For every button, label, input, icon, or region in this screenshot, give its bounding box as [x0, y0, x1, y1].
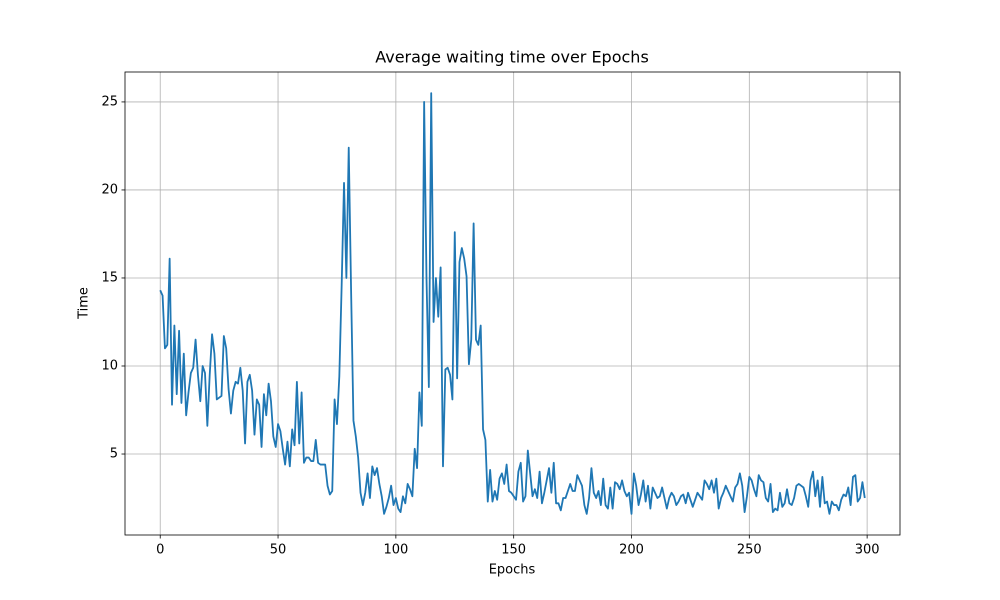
y-tick-label: 10: [101, 358, 118, 373]
x-tick-label: 0: [156, 543, 164, 558]
x-tick-label: 200: [619, 543, 644, 558]
y-tick-label: 20: [101, 182, 118, 197]
x-tick-label: 150: [501, 543, 526, 558]
plot-frame: [124, 71, 901, 536]
x-tick-label: 250: [737, 543, 762, 558]
x-tick-label: 300: [855, 543, 880, 558]
x-tick-label: 100: [383, 543, 408, 558]
chart-title: Average waiting time over Epochs: [375, 48, 649, 67]
y-tick-label: 15: [101, 270, 118, 285]
y-axis-label: Time: [77, 287, 92, 320]
x-axis-label: Epochs: [489, 563, 536, 578]
data-line: [159, 92, 866, 515]
y-tick-label: 25: [101, 94, 118, 109]
y-tick-label: 5: [110, 447, 118, 462]
x-tick-label: 50: [270, 543, 287, 558]
